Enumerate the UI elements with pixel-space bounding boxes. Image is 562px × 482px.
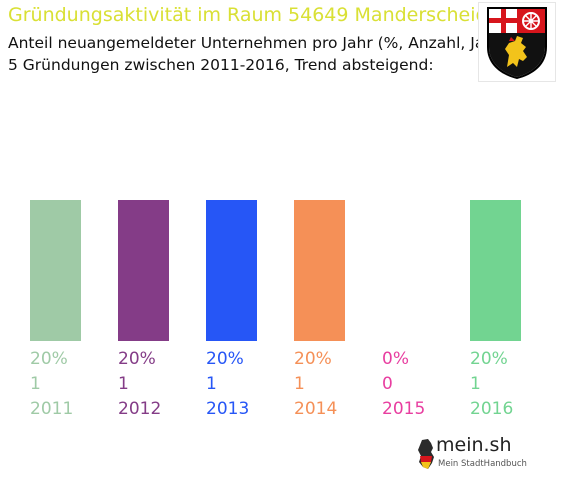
coat-of-arms-icon [478, 2, 556, 82]
percent-label-2011: 20% [30, 349, 68, 369]
bar-2013 [206, 200, 257, 341]
year-label-2015: 2015 [382, 399, 425, 419]
percent-label-2012: 20% [118, 349, 156, 369]
percent-label-2013: 20% [206, 349, 244, 369]
year-label-2013: 2013 [206, 399, 249, 419]
count-label-2016: 1 [470, 374, 481, 394]
count-label-2012: 1 [118, 374, 129, 394]
year-label-2012: 2012 [118, 399, 161, 419]
brand-tagline: Mein StadtHandbuch [438, 459, 527, 469]
bar-2011 [30, 200, 81, 341]
percent-label-2016: 20% [470, 349, 508, 369]
mein-sh-logo: mein.sh Mein StadtHandbuch [416, 434, 527, 474]
year-label-2014: 2014 [294, 399, 337, 419]
year-label-2016: 2016 [470, 399, 513, 419]
brand-name: mein.sh [436, 434, 512, 456]
chart-subtitle: Anteil neuangemeldeter Unternehmen pro J… [8, 34, 507, 52]
percent-label-2014: 20% [294, 349, 332, 369]
bar-2014 [294, 200, 345, 341]
count-label-2014: 1 [294, 374, 305, 394]
germany-map-icon [418, 439, 434, 469]
chart-summary: 5 Gründungen zwischen 2011-2016, Trend a… [8, 56, 434, 74]
year-label-2011: 2011 [30, 399, 73, 419]
chart-title: Gründungsaktivität im Raum 54649 Manders… [8, 4, 488, 26]
percent-label-2015: 0% [382, 349, 409, 369]
bar-2016 [470, 200, 521, 341]
bar-2012 [118, 200, 169, 341]
count-label-2015: 0 [382, 374, 393, 394]
count-label-2011: 1 [30, 374, 41, 394]
count-label-2013: 1 [206, 374, 217, 394]
